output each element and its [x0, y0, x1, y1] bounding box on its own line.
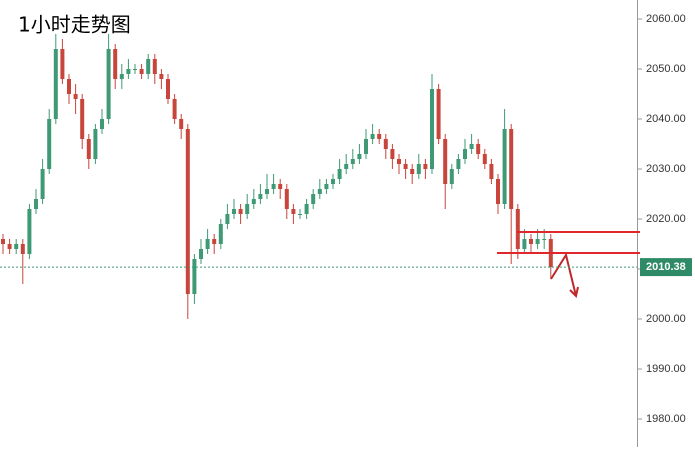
candle-body: [423, 164, 428, 169]
candle-body: [535, 239, 540, 244]
candle-body: [47, 119, 52, 169]
candle-body: [251, 199, 256, 204]
candle-body: [436, 89, 441, 139]
candle-body: [482, 154, 487, 164]
candle-body: [364, 139, 368, 154]
candle-body: [192, 259, 197, 294]
candle-body: [133, 69, 137, 70]
candle-body: [502, 129, 507, 204]
candle-body: [80, 99, 85, 139]
candle-body: [324, 184, 329, 189]
candle-body: [245, 204, 250, 214]
candle-body: [100, 119, 104, 129]
candle-body: [205, 239, 210, 249]
y-tick-label: 1990.00: [646, 363, 686, 375]
candle-body: [403, 164, 408, 169]
candle-body: [304, 204, 309, 214]
candle-body: [199, 249, 203, 259]
candle-body: [515, 209, 520, 249]
candle-body: [1, 239, 5, 244]
candle-body: [139, 69, 144, 74]
candle-body: [350, 159, 355, 164]
trend-arrow: [550, 252, 577, 297]
candle-body: [416, 164, 421, 174]
candle-body: [7, 244, 12, 249]
last-price-label: 2010.38: [646, 261, 686, 273]
candle-body: [410, 169, 415, 174]
candle-body: [73, 94, 78, 99]
candle-body: [390, 149, 395, 159]
candle-body: [106, 49, 111, 119]
candle-body: [317, 189, 322, 194]
candle-body: [456, 159, 461, 169]
candle-body: [463, 149, 467, 159]
y-tick-label: 1980.00: [646, 413, 686, 425]
candle-body: [14, 244, 19, 249]
y-tick-label: 2050.00: [646, 63, 686, 75]
candle-body: [278, 184, 283, 189]
candle-body: [397, 159, 401, 164]
candle-body: [377, 134, 382, 139]
y-tick-label: 2000.00: [646, 313, 686, 325]
y-tick-label: 2020.00: [646, 213, 686, 225]
candle-body: [542, 239, 547, 240]
candle-body: [185, 129, 190, 294]
candle-body: [60, 49, 65, 79]
candle-body: [443, 139, 448, 184]
candle-body: [113, 49, 118, 79]
candle-body: [232, 209, 236, 214]
candle-body: [265, 189, 269, 194]
chart-title: 1小时走势图: [18, 13, 131, 37]
candle-body: [146, 59, 151, 74]
candle-body: [489, 164, 494, 179]
candle-body: [67, 79, 71, 94]
plot: 2060.00 2050.00 2040.00 2030.00 2020.00 2010.…: [1, 13, 686, 425]
candle-body: [93, 129, 98, 159]
candle-body: [496, 179, 500, 204]
candle-body: [529, 239, 533, 244]
candle-body: [370, 134, 375, 139]
y-tick-label: 2060.00: [646, 13, 686, 25]
candle-body: [337, 169, 342, 179]
candle-body: [258, 194, 263, 199]
candle-body: [449, 169, 454, 184]
last-price-box: [640, 258, 692, 277]
candle-body: [225, 214, 230, 224]
y-tick-label: 2030.00: [646, 163, 686, 175]
candle-body: [357, 154, 362, 159]
candle-body: [383, 139, 388, 149]
candle-body: [284, 189, 289, 209]
candle-body: [218, 224, 223, 244]
candle-body: [152, 59, 157, 74]
candle-body: [522, 239, 527, 249]
candle-body: [179, 119, 184, 129]
candle-body: [166, 79, 170, 99]
candle-body: [509, 129, 514, 209]
y-tick-label: 2040.00: [646, 113, 686, 125]
candle-body: [34, 199, 38, 209]
candle-body: [212, 239, 217, 244]
candle-body: [469, 144, 474, 149]
candle-body: [344, 164, 349, 169]
arrow-head: [569, 286, 579, 298]
candle-body: [20, 244, 25, 254]
candle-body: [311, 194, 316, 204]
candle-body: [430, 89, 434, 169]
candle-body: [271, 184, 276, 189]
candle-body: [53, 49, 58, 119]
candle-body: [119, 74, 124, 79]
candle-body: [331, 179, 335, 184]
candle-body: [40, 169, 45, 199]
candle-body: [86, 139, 91, 159]
candle-body: [159, 74, 164, 79]
candle-body: [476, 144, 481, 154]
candle-body: [27, 209, 32, 254]
candle-body: [291, 209, 296, 214]
candle-body: [238, 209, 243, 214]
candle-body: [172, 99, 177, 119]
candle-body: [298, 214, 302, 215]
candle-body: [126, 69, 131, 74]
